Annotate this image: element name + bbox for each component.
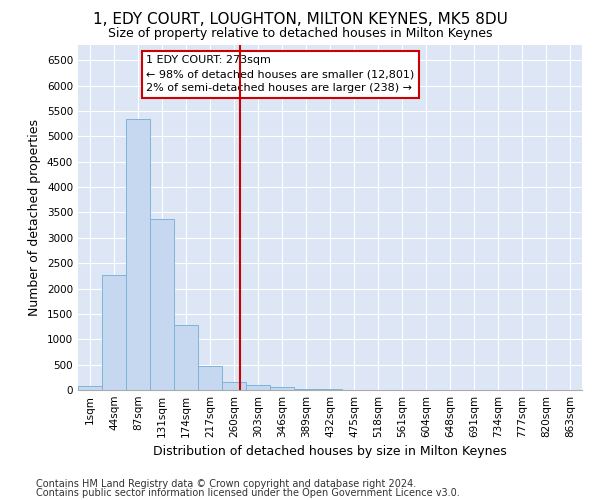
Text: Contains public sector information licensed under the Open Government Licence v3: Contains public sector information licen… [36,488,460,498]
Text: Contains HM Land Registry data © Crown copyright and database right 2024.: Contains HM Land Registry data © Crown c… [36,479,416,489]
Bar [270,388,294,390]
Bar [246,386,270,390]
Bar [78,386,102,390]
Text: 1 EDY COURT: 273sqm
← 98% of detached houses are smaller (12,801)
2% of semi-det: 1 EDY COURT: 273sqm ← 98% of detached ho… [146,56,414,94]
Bar [126,118,150,390]
Text: Size of property relative to detached houses in Milton Keynes: Size of property relative to detached ho… [108,28,492,40]
Text: 1, EDY COURT, LOUGHTON, MILTON KEYNES, MK5 8DU: 1, EDY COURT, LOUGHTON, MILTON KEYNES, M… [92,12,508,28]
X-axis label: Distribution of detached houses by size in Milton Keynes: Distribution of detached houses by size … [153,446,507,458]
Bar [294,389,318,390]
Bar [222,382,246,390]
Bar [174,324,198,390]
Bar [198,366,222,390]
Bar [150,218,174,390]
Bar [102,275,126,390]
Y-axis label: Number of detached properties: Number of detached properties [28,119,41,316]
